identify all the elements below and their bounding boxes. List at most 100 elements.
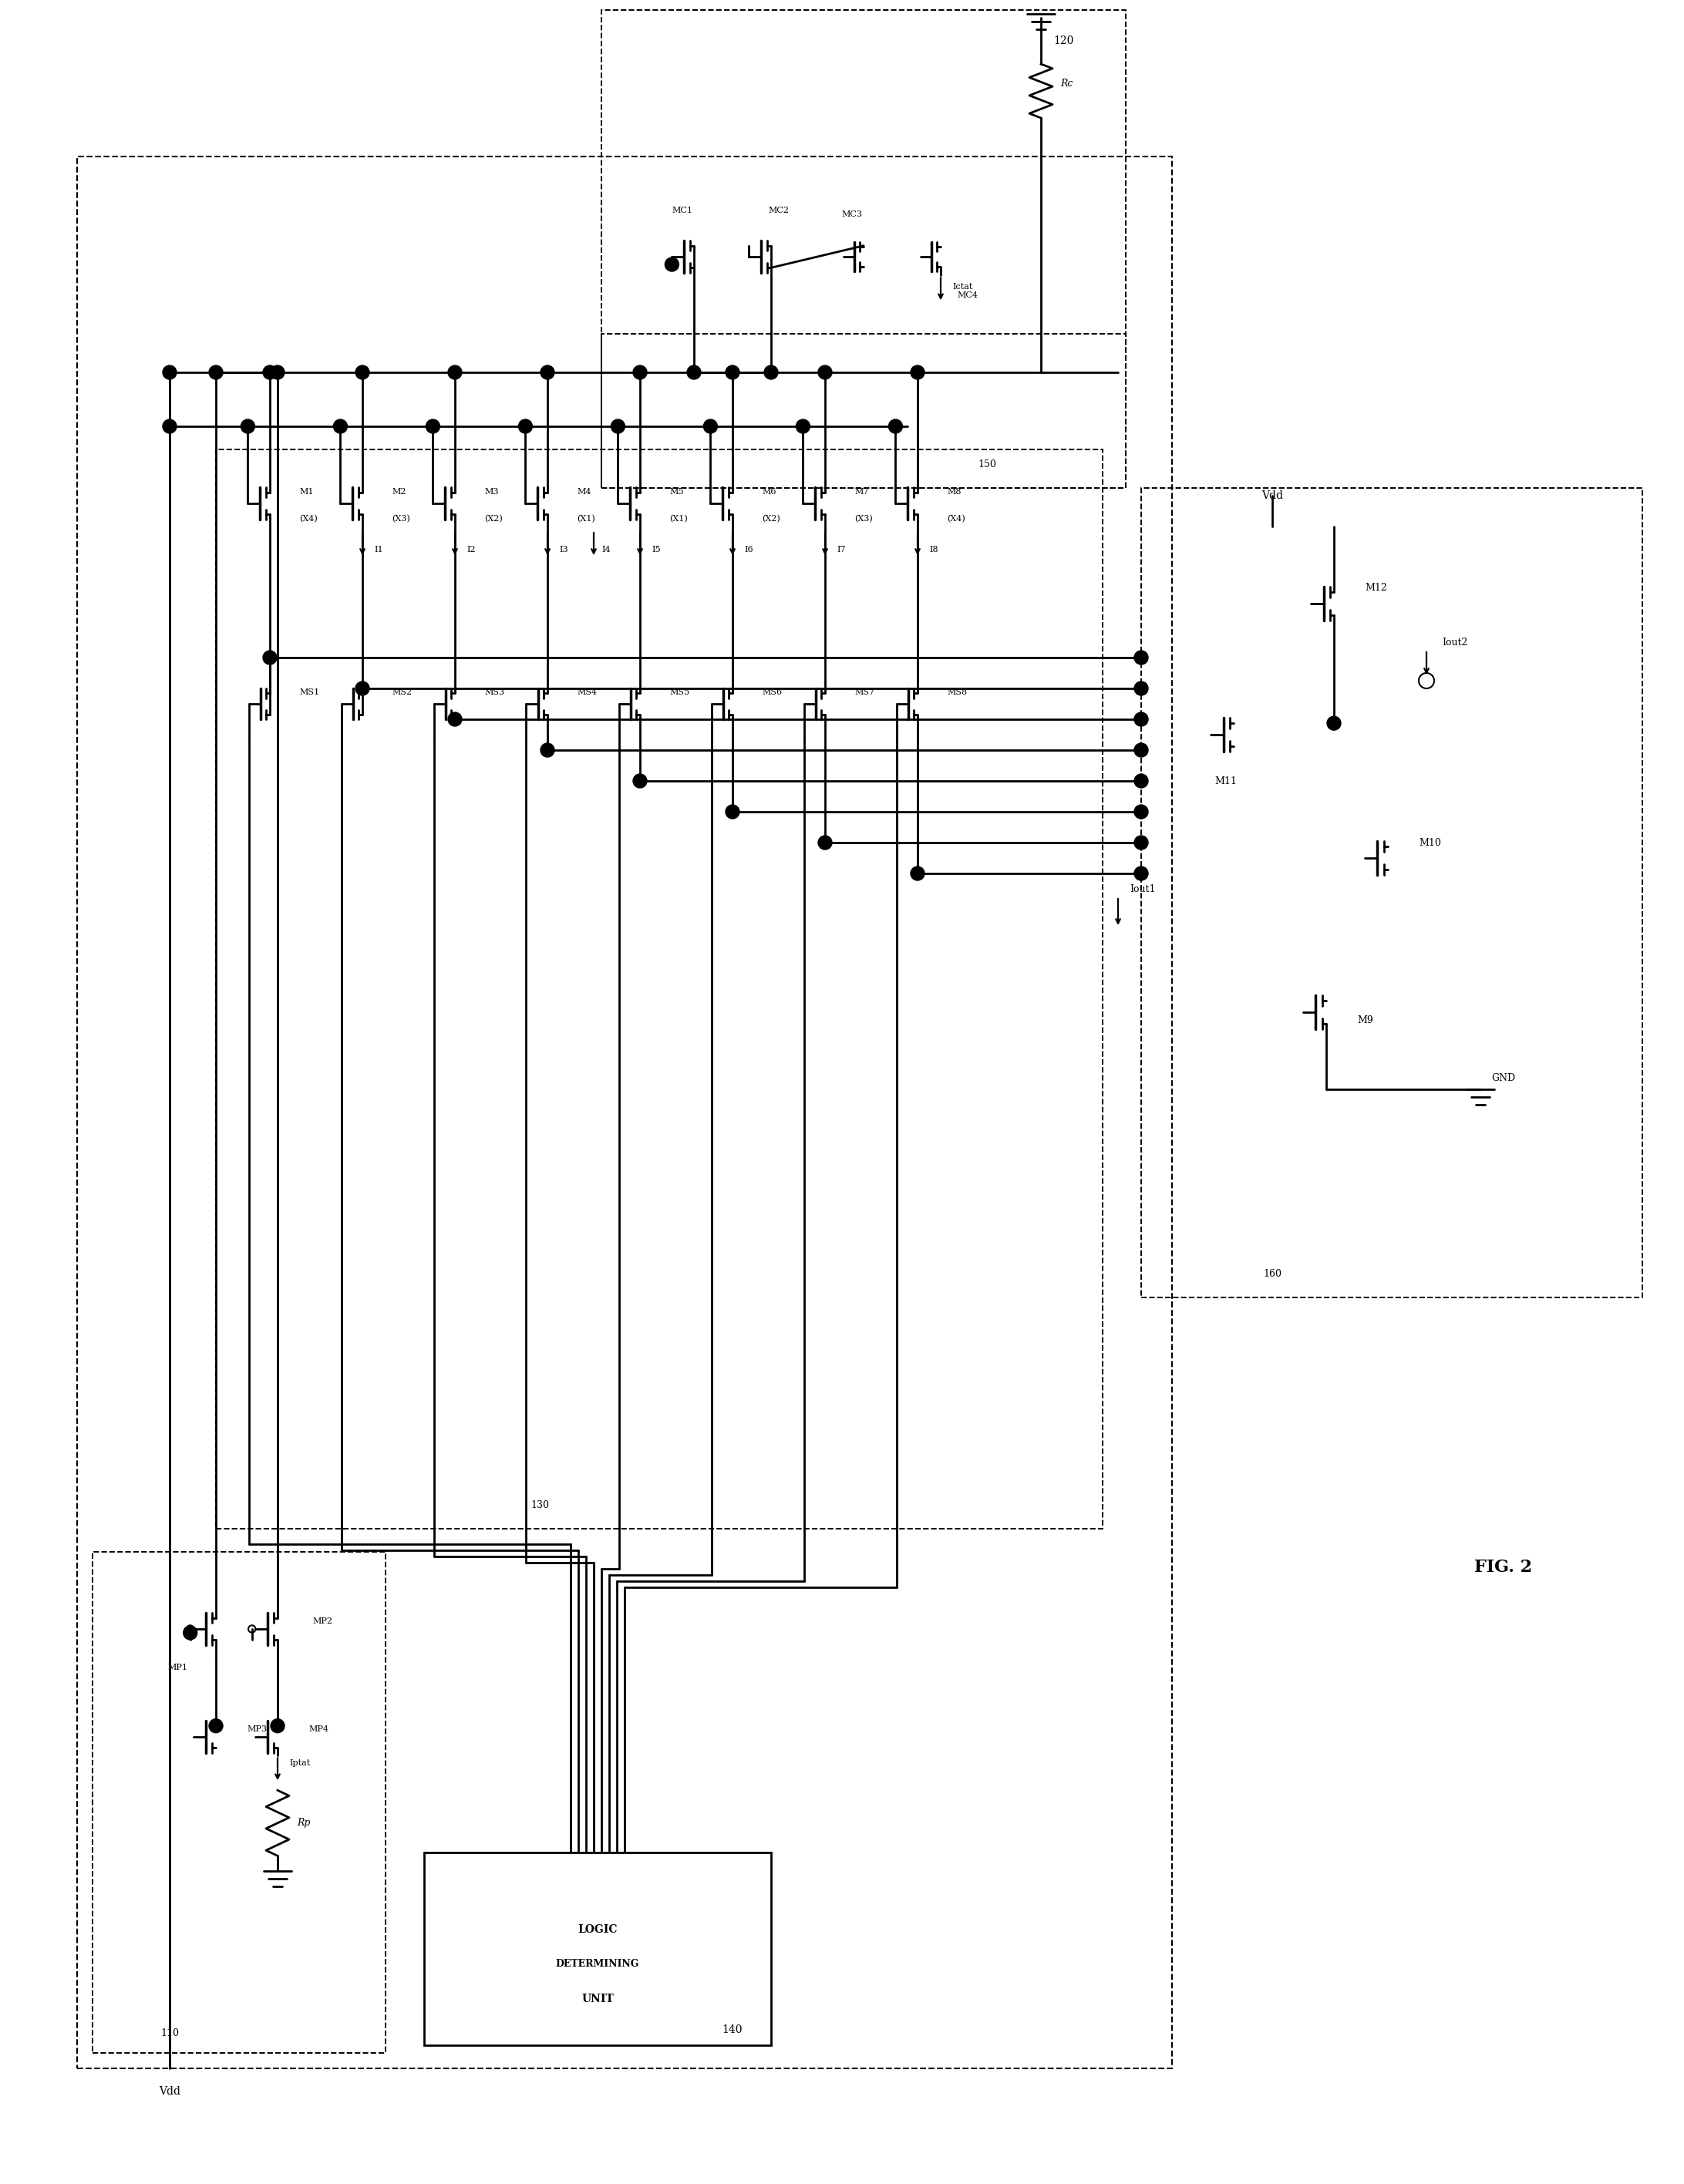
Text: I1: I1: [374, 546, 382, 553]
Circle shape: [426, 419, 440, 432]
Circle shape: [704, 419, 717, 432]
Bar: [93, 1553, 386, 2053]
Text: 110: 110: [160, 2029, 179, 2038]
Circle shape: [519, 419, 532, 432]
Text: M7: M7: [854, 487, 869, 496]
Circle shape: [209, 1719, 222, 1732]
Text: I6: I6: [744, 546, 753, 553]
Circle shape: [726, 806, 739, 819]
Bar: [424, 1852, 771, 2044]
Circle shape: [818, 365, 832, 380]
Circle shape: [263, 365, 276, 380]
Circle shape: [184, 1625, 197, 1640]
Circle shape: [1135, 867, 1148, 880]
Text: MC4: MC4: [957, 290, 978, 299]
Text: (X1): (X1): [576, 515, 594, 522]
Circle shape: [611, 419, 625, 432]
Text: 120: 120: [1054, 35, 1074, 46]
Text: Ictat: Ictat: [951, 284, 973, 290]
Circle shape: [911, 365, 925, 380]
Text: (X2): (X2): [485, 515, 502, 522]
Text: M10: M10: [1418, 839, 1442, 847]
Text: MS1: MS1: [300, 688, 320, 697]
Bar: [216, 450, 1103, 1529]
Text: MC1: MC1: [672, 207, 692, 214]
Text: UNIT: UNIT: [581, 1994, 613, 2005]
Circle shape: [163, 365, 177, 380]
Bar: [601, 11, 1125, 487]
Text: I3: I3: [559, 546, 568, 553]
Text: MS7: MS7: [854, 688, 874, 697]
Text: M1: M1: [300, 487, 313, 496]
Bar: [77, 157, 1172, 2068]
Text: 130: 130: [530, 1500, 549, 1511]
Text: I7: I7: [837, 546, 845, 553]
Text: M3: M3: [485, 487, 498, 496]
Circle shape: [271, 1719, 285, 1732]
Text: Iout2: Iout2: [1442, 638, 1468, 646]
Circle shape: [1135, 651, 1148, 664]
Circle shape: [797, 419, 810, 432]
Circle shape: [1135, 712, 1148, 727]
Text: MS8: MS8: [946, 688, 967, 697]
Text: M8: M8: [946, 487, 962, 496]
Text: MP1: MP1: [167, 1664, 187, 1671]
Text: (X2): (X2): [761, 515, 780, 522]
Circle shape: [448, 365, 461, 380]
Text: MS2: MS2: [392, 688, 413, 697]
Text: I4: I4: [601, 546, 610, 553]
Text: MS6: MS6: [761, 688, 781, 697]
Text: 160: 160: [1263, 1269, 1282, 1280]
Text: MP2: MP2: [312, 1618, 332, 1625]
Text: MS4: MS4: [576, 688, 596, 697]
Circle shape: [333, 419, 347, 432]
Text: M5: M5: [669, 487, 684, 496]
Circle shape: [726, 365, 739, 380]
Circle shape: [163, 419, 177, 432]
Text: M12: M12: [1364, 583, 1388, 594]
Circle shape: [355, 365, 369, 380]
Text: MP4: MP4: [308, 1725, 328, 1734]
Bar: [1142, 487, 1642, 1297]
Text: (X1): (X1): [669, 515, 687, 522]
Text: M9: M9: [1357, 1016, 1372, 1024]
Text: Vdd: Vdd: [1261, 489, 1283, 500]
Text: M2: M2: [392, 487, 406, 496]
Text: I8: I8: [930, 546, 938, 553]
Text: Rp: Rp: [296, 1817, 310, 1828]
Circle shape: [355, 681, 369, 695]
Circle shape: [263, 651, 276, 664]
Circle shape: [1135, 743, 1148, 758]
Text: Iout1: Iout1: [1130, 885, 1155, 893]
Circle shape: [241, 419, 254, 432]
Circle shape: [1135, 681, 1148, 695]
Text: (X4): (X4): [300, 515, 318, 522]
Circle shape: [448, 712, 461, 727]
Text: LOGIC: LOGIC: [578, 1924, 618, 1935]
Text: M11: M11: [1214, 775, 1238, 786]
Circle shape: [633, 773, 647, 788]
Text: (X3): (X3): [854, 515, 872, 522]
Text: MC2: MC2: [768, 207, 790, 214]
Text: M4: M4: [576, 487, 591, 496]
Circle shape: [541, 743, 554, 758]
Circle shape: [665, 258, 679, 271]
Text: Rc: Rc: [1061, 79, 1073, 87]
Text: MS5: MS5: [669, 688, 689, 697]
Circle shape: [1327, 716, 1340, 729]
Text: GND: GND: [1492, 1072, 1516, 1083]
Text: 150: 150: [978, 461, 997, 470]
Text: FIG. 2: FIG. 2: [1475, 1559, 1532, 1575]
Circle shape: [889, 419, 903, 432]
Text: MS3: MS3: [485, 688, 505, 697]
Circle shape: [765, 365, 778, 380]
Text: Vdd: Vdd: [158, 2086, 180, 2097]
Circle shape: [1135, 773, 1148, 788]
Circle shape: [1135, 836, 1148, 850]
Circle shape: [209, 365, 222, 380]
Text: 140: 140: [722, 2025, 743, 2035]
Text: (X3): (X3): [392, 515, 409, 522]
Text: MC3: MC3: [842, 210, 862, 218]
Text: DETERMINING: DETERMINING: [556, 1959, 640, 1970]
Circle shape: [633, 365, 647, 380]
